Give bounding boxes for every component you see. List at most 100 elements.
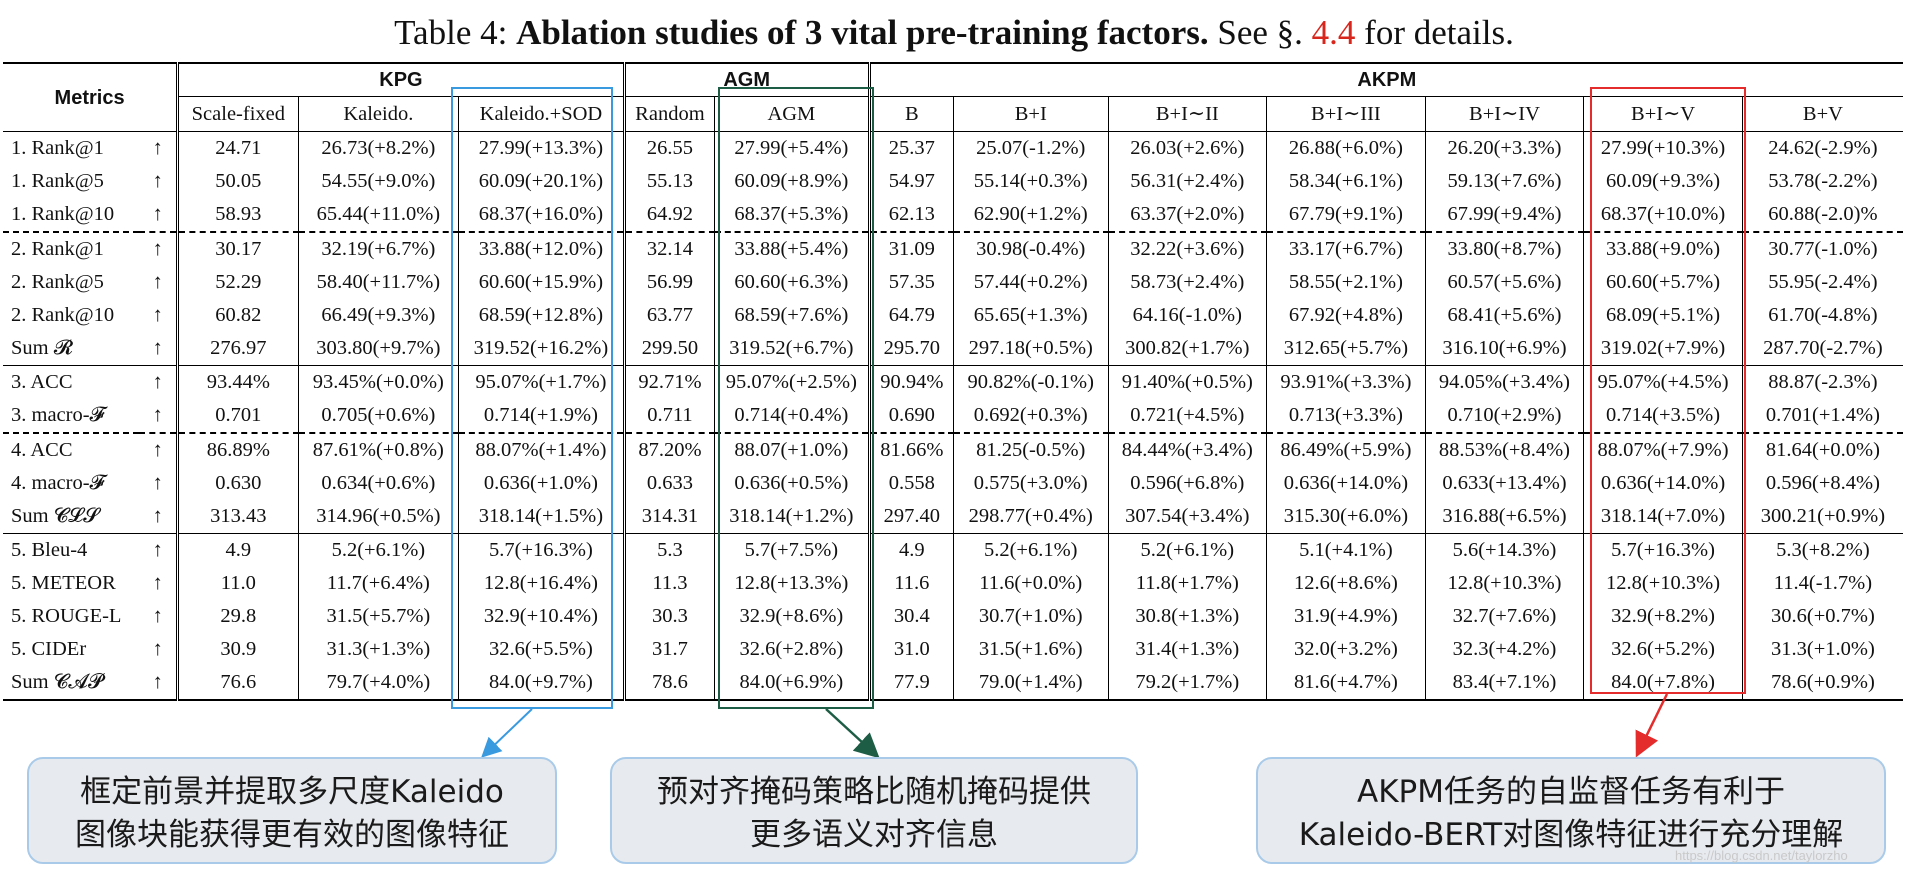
- table-cell: 84.0(+9.7%): [458, 666, 625, 700]
- table-cell: 0.713(+3.3%): [1266, 399, 1426, 433]
- table-cell: 319.52(+16.2%): [458, 332, 625, 366]
- row-label: Sum 𝓒𝓛𝓢: [11, 505, 100, 527]
- table-cell: 32.6(+5.2%): [1583, 633, 1743, 666]
- table-cell: 307.54(+3.4%): [1107, 500, 1267, 534]
- row-label: 2. Rank@5: [11, 271, 104, 293]
- table-cell: 0.714(+3.5%): [1583, 399, 1743, 433]
- column-header: Kaleido.+SOD: [458, 96, 625, 132]
- column-header: B: [867, 96, 954, 132]
- table-cell: 61.70(-4.8%): [1741, 299, 1903, 332]
- table-cell: 11.6(+0.0%): [952, 567, 1109, 600]
- table-cell: 32.19(+6.7%): [297, 231, 459, 266]
- table-cell: 81.6(+4.7%): [1266, 666, 1426, 700]
- table-cell: 30.98(-0.4%): [952, 231, 1109, 266]
- table-cell: 87.20%: [622, 432, 715, 467]
- table-cell: 276.97: [176, 332, 299, 366]
- table-cell: 32.9(+10.4%): [458, 600, 625, 633]
- table-cell: 60.09(+8.9%): [714, 165, 870, 198]
- table-cell: 93.44%: [176, 365, 299, 399]
- table-cell: 60.60(+5.7%): [1583, 266, 1743, 299]
- table-cell: 93.91%(+3.3%): [1266, 365, 1426, 399]
- table-cell: 313.43: [176, 500, 299, 534]
- table-cell: 25.37: [867, 131, 954, 165]
- row-label: 4. ACC: [3, 432, 140, 467]
- table-cell: 32.6(+5.5%): [458, 633, 625, 666]
- table-cell: 88.07%(+7.9%): [1583, 432, 1743, 467]
- group-akpm: AKPM: [867, 63, 1903, 97]
- table-cell: 11.6: [867, 567, 954, 600]
- row-label: 1. Rank@1: [11, 137, 104, 159]
- table-cell: 312.65(+5.7%): [1266, 332, 1426, 366]
- table-cell: 4.9: [176, 533, 299, 567]
- table-cell: 26.73(+8.2%): [297, 131, 459, 165]
- up-arrow-icon: ↑: [152, 271, 163, 293]
- table-cell: 0.721(+4.5%): [1107, 399, 1267, 433]
- table-cell: 86.49%(+5.9%): [1266, 432, 1426, 467]
- table-cell: 91.40%(+0.5%): [1107, 365, 1267, 399]
- table-row: 2. Rank@10 ↑ 60.82 66.49(+9.3%) 68.59(+12.8%…: [3, 299, 1903, 332]
- table-cell: 33.88(+12.0%): [458, 231, 625, 266]
- table-cell: 316.88(+6.5%): [1424, 500, 1584, 534]
- column-header: AGM: [714, 96, 870, 132]
- table-cell: 88.07%(+1.4%): [458, 432, 625, 467]
- table-cell: 0.714(+1.9%): [458, 399, 625, 433]
- table-row: 4. macro-𝓕 ↑ 0.630 0.634(+0.6%) 0.636(+1.0%)…: [3, 467, 1903, 500]
- section-ref-link[interactable]: 4.4: [1311, 13, 1356, 52]
- column-header: B+I∼II: [1107, 96, 1267, 132]
- table-row: 1. Rank@1 ↑ 24.71 26.73(+8.2%) 27.99(+13.3%)…: [3, 131, 1903, 165]
- table-cell: 79.2(+1.7%): [1107, 666, 1267, 700]
- up-arrow-icon: ↑: [139, 231, 178, 266]
- table-cell: 27.99(+13.3%): [458, 131, 625, 165]
- table-cell: 67.92(+4.8%): [1266, 299, 1426, 332]
- table-cell: 5.2(+6.1%): [297, 533, 459, 567]
- table-cell: 58.40(+11.7%): [297, 266, 459, 299]
- table-cell: 12.8(+16.4%): [458, 567, 625, 600]
- table-cell: 5.7(+16.3%): [458, 533, 625, 567]
- table-row: Sum 𝓒𝓐𝓟 ↑ 76.6 79.7(+4.0%) 84.0(+9.7%) 78.6 84…: [3, 666, 1903, 700]
- table-cell: 0.575(+3.0%): [952, 467, 1109, 500]
- table-cell: 26.03(+2.6%): [1107, 131, 1267, 165]
- table-cell: 0.558: [867, 467, 954, 500]
- table-row: 3. macro-𝓕 ↑ 0.701 0.705(+0.6%) 0.714(+1.9%)…: [3, 399, 1903, 433]
- table-cell: 32.9(+8.6%): [714, 600, 870, 633]
- b-i-v-highlight-box: [1590, 87, 1746, 694]
- table-cell: 32.0(+3.2%): [1266, 633, 1426, 666]
- table-cell: 0.692(+0.3%): [952, 399, 1109, 433]
- table-cell: 0.690: [867, 399, 954, 433]
- table-cell: 58.73(+2.4%): [1107, 266, 1267, 299]
- callout-right-line-2: Kaleido-BERT对图像特征进行充分理解: [1298, 817, 1844, 853]
- caption-see: See §.: [1217, 13, 1303, 52]
- table-cell: 5.6(+14.3%): [1424, 533, 1584, 567]
- table-cell: 55.14(+0.3%): [952, 165, 1109, 198]
- table-cell: 31.4(+1.3%): [1107, 633, 1267, 666]
- table-cell: 54.97: [867, 165, 954, 198]
- table-cell: 33.80(+8.7%): [1424, 231, 1584, 266]
- column-header: Random: [622, 96, 715, 132]
- table-cell: 31.5(+1.6%): [952, 633, 1109, 666]
- table-cell: 31.0: [867, 633, 954, 666]
- table-cell: 5.7(+7.5%): [714, 533, 870, 567]
- table-cell: 54.55(+9.0%): [297, 165, 459, 198]
- table-cell: 67.79(+9.1%): [1266, 198, 1426, 232]
- table-cell: 0.701: [176, 399, 299, 433]
- table-cell: 60.82: [176, 299, 299, 332]
- up-arrow-icon: ↑: [152, 337, 163, 359]
- table-cell: 295.70: [867, 332, 954, 366]
- table-cell: 298.77(+0.4%): [952, 500, 1109, 534]
- table-cell: 92.71%: [622, 365, 715, 399]
- table-cell: 32.6(+2.8%): [714, 633, 870, 666]
- table-cell: 62.13: [867, 198, 954, 232]
- table-cell: 30.3: [622, 600, 715, 633]
- table-cell: 11.8(+1.7%): [1107, 567, 1267, 600]
- row-label: Sum 𝓡: [11, 337, 73, 359]
- table-cell: 0.633(+13.4%): [1424, 467, 1584, 500]
- table-cell: 64.79: [867, 299, 954, 332]
- table-cell: 68.59(+12.8%): [458, 299, 625, 332]
- table-cell: 50.05: [176, 165, 299, 198]
- caption-label: Table 4:: [394, 13, 508, 52]
- caption-bold: Ablation studies of 3 vital pre-training…: [516, 13, 1209, 52]
- table-cell: 27.99(+10.3%): [1583, 131, 1743, 165]
- row-label: Sum 𝓒𝓐𝓟: [11, 671, 103, 693]
- table-row: 2. Rank@1 ↑ 30.17 32.19(+6.7%) 33.88(+12.0%)…: [3, 231, 1903, 266]
